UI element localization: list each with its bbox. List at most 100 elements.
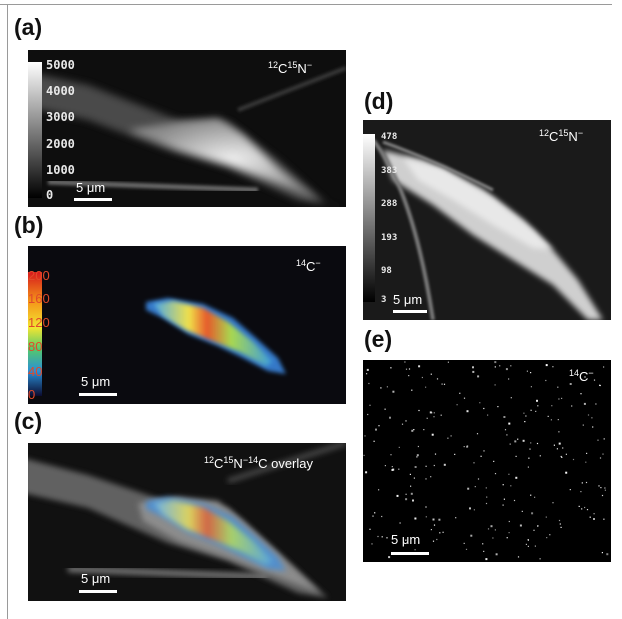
noise-dot: [502, 504, 504, 506]
noise-dot: [504, 429, 507, 431]
noise-dot: [425, 478, 427, 480]
noise-dot: [463, 542, 465, 544]
noise-dot: [398, 446, 400, 448]
noise-dot: [374, 512, 376, 514]
noise-dot: [391, 466, 393, 468]
noise-dot: [417, 445, 419, 448]
noise-dot: [416, 456, 418, 458]
panel-label-a: (a): [14, 14, 43, 40]
colorbar-tick: 160: [28, 291, 50, 306]
noise-dot: [367, 413, 369, 416]
noise-dot: [483, 450, 485, 452]
noise-dot: [514, 440, 517, 443]
noise-dot: [539, 455, 541, 457]
noise-dot: [389, 416, 391, 419]
noise-dot: [378, 489, 380, 491]
noise-dot: [495, 553, 498, 556]
ion-species-label: 14C−: [296, 258, 321, 274]
panel-label-b: (b): [14, 212, 44, 238]
noise-dot: [463, 446, 465, 448]
noise-dot: [534, 496, 536, 498]
noise-dot: [473, 462, 475, 464]
noise-dot: [530, 442, 532, 444]
noise-dot: [595, 403, 597, 405]
noise-dot: [381, 515, 383, 518]
noise-dot: [525, 543, 527, 545]
noise-dot: [459, 392, 461, 394]
noise-dot: [469, 507, 471, 510]
noise-dot: [510, 397, 512, 399]
noise-dot: [584, 376, 586, 378]
noise-dot: [601, 552, 603, 554]
noise-dot: [537, 405, 539, 407]
noise-dot: [371, 543, 373, 545]
noise-dot: [482, 543, 484, 545]
noise-dot: [517, 438, 519, 440]
panel-label-e: (e): [364, 326, 393, 352]
noise-dot: [521, 510, 523, 512]
figure-frame-left: [7, 4, 8, 619]
noise-dot: [492, 537, 494, 539]
noise-dot: [593, 513, 595, 515]
noise-dot: [545, 516, 547, 518]
noise-dot: [436, 378, 439, 380]
noise-dot: [587, 414, 590, 416]
noise-dot: [430, 476, 432, 478]
noise-dot: [600, 487, 602, 489]
noise-dot: [513, 499, 516, 502]
scalebar: [393, 310, 427, 313]
ion-species-label: 12C15N−14C overlay: [204, 455, 314, 471]
noise-dot: [604, 489, 606, 491]
noise-dot: [526, 370, 528, 372]
noise-dot: [529, 448, 531, 450]
scalebar: [79, 393, 117, 396]
noise-dot: [598, 485, 600, 487]
noise-dot: [522, 439, 525, 442]
noise-dot: [373, 440, 375, 442]
noise-dot: [558, 398, 560, 400]
panel-c-overlay-image: [28, 443, 346, 601]
noise-dot: [476, 433, 479, 435]
noise-dot: [527, 466, 529, 468]
noise-dot: [537, 525, 539, 527]
colorbar-tick: 1000: [46, 163, 75, 177]
ion-species-label: 12C15N−: [539, 128, 584, 144]
scalebar-label: 5 μm: [393, 292, 423, 307]
noise-dot: [517, 556, 520, 558]
noise-dot: [550, 419, 552, 421]
panel-b-sims-image: [28, 246, 346, 404]
noise-dot: [433, 416, 435, 418]
noise-dot: [391, 469, 394, 471]
noise-dot: [405, 498, 408, 501]
scalebar: [391, 552, 429, 555]
noise-dot: [413, 429, 415, 431]
noise-dot: [366, 368, 369, 371]
noise-dot: [411, 389, 413, 391]
noise-dot: [434, 453, 437, 455]
noise-dot: [547, 415, 549, 417]
noise-dot: [583, 402, 586, 405]
noise-dot: [536, 399, 538, 402]
noise-dot: [558, 519, 561, 522]
noise-dot: [530, 494, 532, 496]
noise-dot: [414, 549, 416, 551]
noise-dot: [557, 419, 559, 421]
colorbar-tick: 193: [381, 233, 398, 243]
noise-dot: [441, 383, 443, 385]
noise-dot: [552, 502, 554, 504]
noise-dot: [485, 558, 488, 561]
noise-dot: [585, 461, 587, 463]
noise-dot: [494, 529, 496, 531]
noise-dot: [539, 558, 541, 560]
noise-dot: [509, 443, 511, 445]
noise-dot: [528, 457, 530, 459]
noise-dot: [388, 556, 391, 559]
noise-dot: [585, 481, 588, 484]
noise-dot: [581, 482, 583, 484]
noise-dot: [412, 499, 414, 502]
noise-dot: [506, 537, 508, 539]
noise-dot: [536, 442, 539, 445]
noise-dot: [443, 463, 446, 466]
noise-dot: [499, 365, 501, 367]
noise-dot: [438, 518, 441, 521]
